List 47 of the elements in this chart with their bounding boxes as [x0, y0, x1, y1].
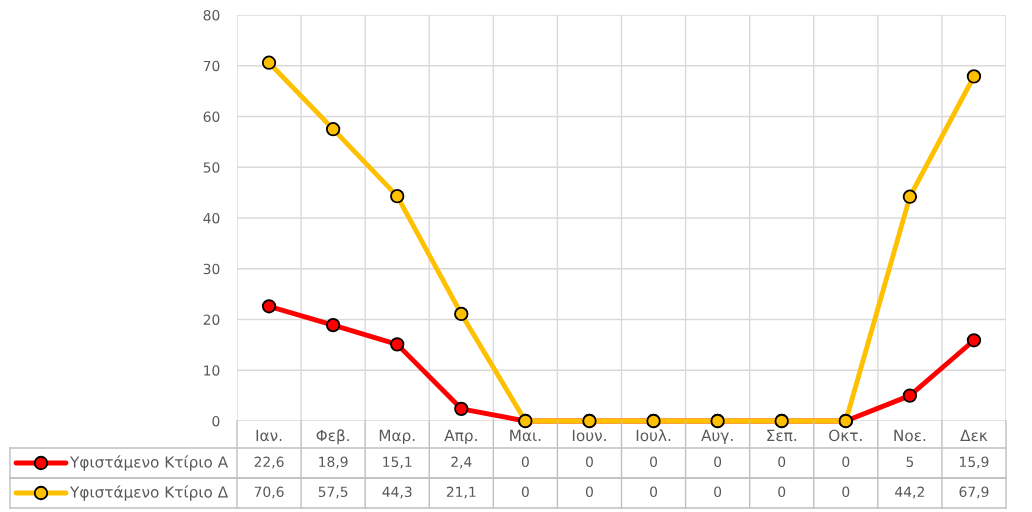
data-label: 44,3: [382, 486, 412, 499]
data-label: 22,6: [254, 456, 284, 469]
x-tick-label: Μαρ.: [379, 429, 415, 445]
data-label: 44,2: [895, 486, 924, 499]
x-tick-label: Σεπ.: [767, 429, 797, 442]
data-label: 0: [778, 456, 786, 468]
data-label: 5: [906, 456, 914, 468]
data-label: 18,9: [319, 456, 348, 469]
y-tick-label: 0: [212, 415, 220, 427]
data-label: 0: [521, 456, 529, 468]
data-label: 0: [778, 486, 786, 498]
data-label: 57,5: [318, 486, 348, 499]
data-label: 15,1: [383, 456, 412, 469]
x-tick-label: Μαι.: [510, 429, 541, 442]
x-tick-label: Ιαν.: [256, 429, 282, 442]
data-label: 0: [650, 486, 658, 498]
x-tick-label: Οκτ.: [829, 429, 862, 442]
x-tick-label: Φεβ.: [316, 429, 349, 445]
data-label: 70,6: [254, 486, 284, 499]
data-label: 0: [650, 456, 658, 468]
data-label: 0: [714, 456, 722, 468]
x-tick-label: Ιουλ.: [636, 429, 671, 442]
data-label: 0: [521, 486, 529, 498]
data-label: 21,1: [446, 486, 476, 499]
data-label: 0: [585, 486, 593, 498]
data-label: 15,9: [960, 456, 989, 469]
data-label: 0: [842, 486, 850, 498]
y-tick-label: 80: [203, 9, 220, 21]
y-tick-label: 20: [203, 314, 220, 325]
x-tick-label: Αυγ.: [701, 429, 733, 445]
data-label: 0: [585, 456, 593, 468]
data-label: 2,4: [451, 456, 472, 469]
legend-label: Υφιστάμενο Κτίριο Α: [69, 455, 229, 471]
x-tick-label: Απρ.: [444, 429, 477, 445]
data-label: 0: [842, 456, 850, 468]
x-tick-label: Ιουν.: [572, 429, 606, 442]
y-tick-label: 50: [203, 162, 220, 173]
y-tick-label: 60: [203, 111, 220, 122]
data-label: 67,9: [959, 486, 989, 499]
y-tick-label: 30: [203, 263, 220, 275]
x-tick-label: Νοε.: [894, 429, 926, 442]
y-tick-label: 70: [203, 60, 220, 72]
y-tick-label: 40: [203, 212, 220, 224]
y-tick-label: 10: [204, 365, 220, 376]
legend-label: Υφιστάμενο Κτίριο Δ: [69, 485, 229, 501]
x-tick-label: Δεκ: [960, 429, 988, 442]
data-label: 0: [714, 486, 722, 498]
